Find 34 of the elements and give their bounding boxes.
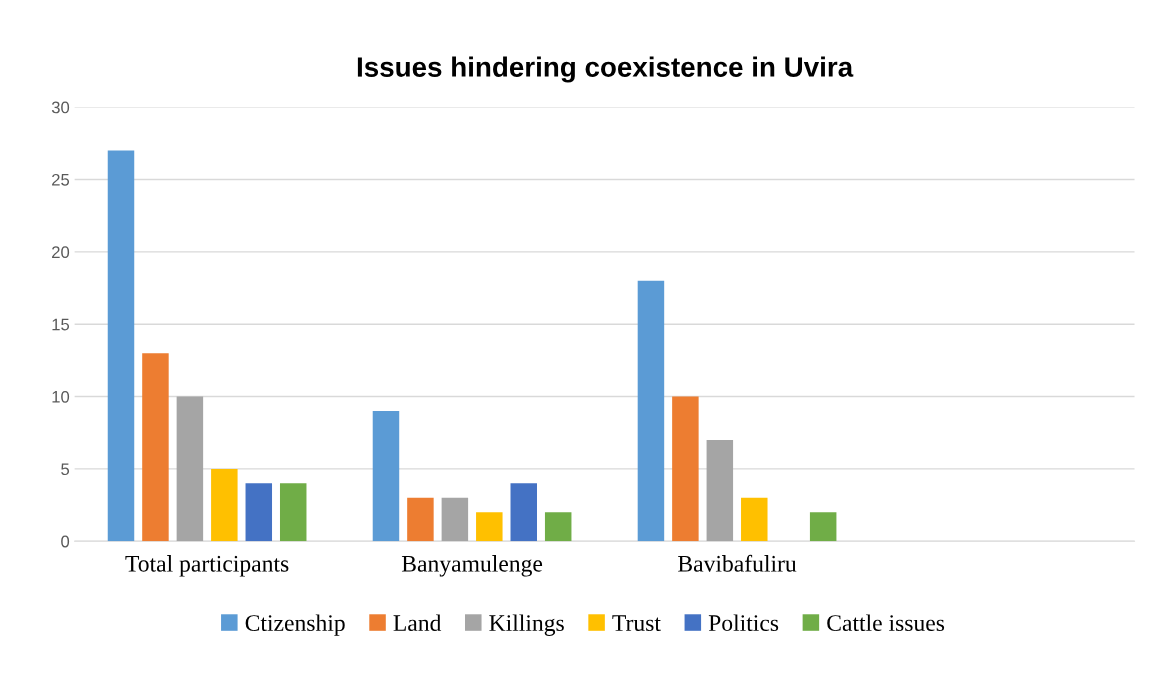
bar <box>476 512 503 542</box>
x-tick-label: Total participants <box>125 555 289 577</box>
y-tick-label: 15 <box>52 318 70 331</box>
y-tick-label: 5 <box>61 463 70 476</box>
legend-label: Cattle issues <box>827 614 945 632</box>
bar <box>279 483 307 542</box>
bar <box>176 396 204 542</box>
bar <box>510 483 537 542</box>
legend-label: Ctizenship <box>245 614 345 636</box>
bar <box>544 512 572 542</box>
bar <box>637 280 665 542</box>
y-tick-label: 0 <box>61 535 70 548</box>
bar <box>211 468 238 542</box>
legend-label: Land <box>393 614 442 632</box>
bar <box>107 150 135 542</box>
bar <box>741 497 768 542</box>
bar <box>441 497 469 542</box>
legend-label: Killings <box>489 614 564 636</box>
legend-label: Politics <box>708 614 779 632</box>
x-tick-label: Banyamulenge <box>401 555 543 577</box>
bar <box>672 396 699 542</box>
x-tick-label: Bavibafuliru <box>678 554 797 572</box>
y-tick-label: 30 <box>51 101 70 114</box>
bar <box>142 353 169 542</box>
bar <box>809 512 837 542</box>
y-tick-label: 25 <box>52 173 70 186</box>
y-tick-label: 20 <box>52 246 70 259</box>
bar <box>245 483 273 542</box>
legend-label: Trust <box>612 615 661 632</box>
chart-title: Issues hindering coexistence in Uvira <box>357 56 854 83</box>
y-tick-label: 10 <box>52 390 70 403</box>
bar <box>706 439 734 542</box>
bar <box>407 497 434 542</box>
bar <box>372 411 400 542</box>
